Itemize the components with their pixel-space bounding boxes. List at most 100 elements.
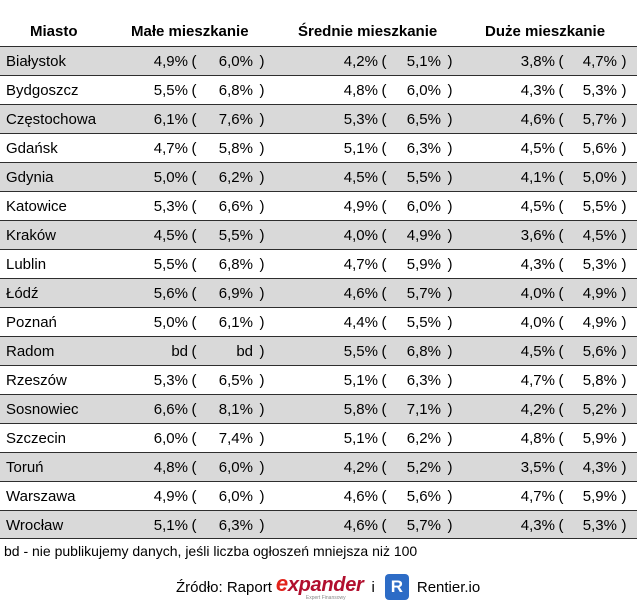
yield-value: 4,8% — [520, 430, 555, 447]
parenthesis: ) — [447, 82, 453, 99]
parenthesis: ( — [191, 488, 197, 505]
yield-value: 4,5% — [520, 343, 555, 360]
parenthesis: ) — [447, 256, 453, 273]
header-large: Duże mieszkanie — [485, 23, 606, 40]
parenthesis: ( — [191, 285, 197, 302]
parenthesis: ( — [558, 169, 564, 186]
yield-value: 4,8% — [343, 82, 378, 99]
yield-value: 6,3% — [406, 140, 441, 157]
city-name: Lublin — [6, 256, 47, 273]
parenthesis: ( — [558, 372, 564, 389]
yield-table: Miasto Małe mieszkanie Średnie mieszkani… — [0, 14, 637, 539]
parenthesis: ( — [558, 198, 564, 215]
parenthesis: ( — [381, 488, 387, 505]
table-row: Sosnowiec 6,6%(8,1%) 5,8%(7,1%) 4,2%(5,2%) — [0, 394, 637, 423]
parenthesis: ) — [259, 140, 265, 157]
yield-value: 5,7% — [582, 111, 617, 128]
yield-value: 6,2% — [218, 169, 253, 186]
parenthesis: ( — [381, 285, 387, 302]
yield-value: 5,3% — [582, 517, 617, 534]
yield-value: 6,6% — [218, 198, 253, 215]
yield-value: 5,5% — [218, 227, 253, 244]
yield-value: 6,1% — [153, 111, 188, 128]
parenthesis: ) — [447, 401, 453, 418]
yield-value: 5,5% — [343, 343, 378, 360]
yield-value: 4,3% — [520, 517, 555, 534]
yield-value: 5,1% — [406, 53, 441, 70]
parenthesis: ( — [381, 430, 387, 447]
yield-value: 4,5% — [520, 198, 555, 215]
yield-value: 8,1% — [218, 401, 253, 418]
city-name: Szczecin — [6, 430, 67, 447]
parenthesis: ) — [621, 488, 627, 505]
parenthesis: ( — [381, 343, 387, 360]
yield-value: 5,7% — [406, 285, 441, 302]
parenthesis: ( — [191, 256, 197, 273]
table-row: Bydgoszcz 5,5%(6,8%) 4,8%(6,0%) 4,3%(5,3%) — [0, 75, 637, 104]
yield-value: 4,1% — [520, 169, 555, 186]
yield-value: 4,5% — [520, 140, 555, 157]
parenthesis: ( — [558, 343, 564, 360]
parenthesis: ( — [381, 169, 387, 186]
header-small: Małe mieszkanie — [131, 23, 249, 40]
yield-value: 6,0% — [218, 53, 253, 70]
yield-value: 6,5% — [218, 372, 253, 389]
parenthesis: ( — [381, 256, 387, 273]
yield-value: 5,6% — [406, 488, 441, 505]
parenthesis: ) — [259, 488, 265, 505]
parenthesis: ) — [621, 459, 627, 476]
parenthesis: ( — [558, 140, 564, 157]
parenthesis: ) — [447, 517, 453, 534]
city-name: Białystok — [6, 53, 67, 70]
yield-value: 4,3% — [520, 256, 555, 273]
parenthesis: ) — [447, 459, 453, 476]
parenthesis: ) — [621, 198, 627, 215]
yield-value: 7,1% — [406, 401, 441, 418]
yield-value: 4,7% — [520, 372, 555, 389]
parenthesis: ( — [381, 227, 387, 244]
parenthesis: ) — [621, 256, 627, 273]
source-conjunction: i — [371, 578, 375, 596]
parenthesis: ( — [191, 372, 197, 389]
parenthesis: ) — [621, 343, 627, 360]
yield-value: 4,9% — [153, 53, 188, 70]
yield-value: 6,6% — [153, 401, 188, 418]
yield-value: 5,9% — [582, 430, 617, 447]
yield-value: 4,9% — [406, 227, 441, 244]
parenthesis: ( — [381, 53, 387, 70]
parenthesis: ) — [259, 343, 265, 360]
yield-value: 5,6% — [582, 140, 617, 157]
yield-value: 4,3% — [520, 82, 555, 99]
yield-value: 5,0% — [582, 169, 617, 186]
yield-value: 4,6% — [343, 285, 378, 302]
yield-value: 4,4% — [343, 314, 378, 331]
yield-value: 7,6% — [218, 111, 253, 128]
yield-value: 6,0% — [153, 430, 188, 447]
yield-value: 4,0% — [520, 314, 555, 331]
table-row: Białystok 4,9%(6,0%) 4,2%(5,1%) 3,8%(4,7%) — [0, 46, 637, 75]
yield-value: 6,0% — [218, 488, 253, 505]
header-city: Miasto — [30, 23, 78, 40]
parenthesis: ( — [381, 401, 387, 418]
table-row: Kraków 4,5%(5,5%) 4,0%(4,9%) 3,6%(4,5%) — [0, 220, 637, 249]
parenthesis: ( — [558, 459, 564, 476]
yield-value: 6,1% — [218, 314, 253, 331]
yield-value: 4,8% — [153, 459, 188, 476]
yield-value: 4,2% — [343, 459, 378, 476]
parenthesis: ) — [447, 111, 453, 128]
yield-value: 5,1% — [343, 140, 378, 157]
yield-value: 4,6% — [520, 111, 555, 128]
yield-value: 5,8% — [343, 401, 378, 418]
table-row: Katowice 5,3%(6,6%) 4,9%(6,0%) 4,5%(5,5%) — [0, 191, 637, 220]
parenthesis: ) — [621, 517, 627, 534]
yield-value: 5,2% — [406, 459, 441, 476]
parenthesis: ) — [259, 82, 265, 99]
city-name: Wrocław — [6, 517, 64, 534]
yield-value: 5,3% — [582, 256, 617, 273]
parenthesis: ) — [259, 459, 265, 476]
table-row: Poznań 5,0%(6,1%) 4,4%(5,5%) 4,0%(4,9%) — [0, 307, 637, 336]
yield-value: 5,6% — [153, 285, 188, 302]
parenthesis: ( — [381, 517, 387, 534]
parenthesis: ) — [259, 53, 265, 70]
parenthesis: ( — [381, 372, 387, 389]
